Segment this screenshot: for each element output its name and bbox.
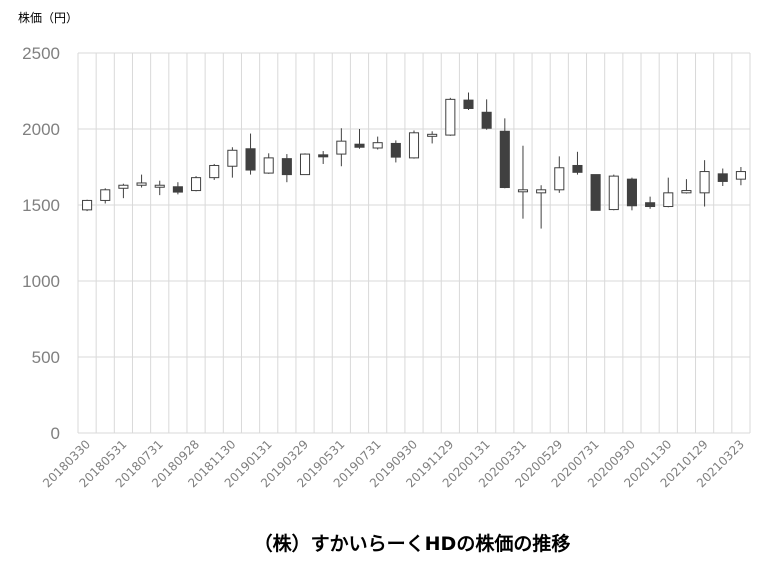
candle [336, 128, 347, 167]
candle-body [645, 202, 656, 208]
candle [645, 196, 656, 209]
y-tick-label: 1500 [22, 196, 60, 215]
candle-body [536, 189, 547, 194]
candle [699, 160, 710, 207]
candle-body [408, 132, 420, 159]
y-tick-label: 2000 [22, 120, 60, 139]
candle [172, 182, 183, 195]
candle-body [172, 186, 183, 193]
candle-body [699, 171, 710, 194]
candle [572, 151, 583, 175]
y-tick-label: 2500 [22, 44, 60, 63]
candle [136, 174, 147, 188]
candle [209, 163, 220, 180]
candle [281, 154, 292, 183]
candle [554, 156, 565, 193]
candles [82, 92, 746, 229]
candle [245, 133, 256, 175]
candle-body [554, 167, 565, 191]
candle [263, 153, 274, 174]
y-tick-label: 1000 [22, 272, 60, 291]
candle [481, 99, 492, 130]
candle-body [481, 111, 492, 129]
candle [463, 92, 474, 110]
y-axis-ticks: 0 500 1000 1500 2000 2500 [22, 44, 60, 443]
candle [354, 129, 365, 149]
candle [663, 177, 674, 208]
candle-body [118, 184, 129, 189]
candle [536, 185, 547, 229]
candle-body [281, 158, 292, 176]
candle [735, 167, 746, 186]
candle [427, 131, 438, 144]
candle [191, 176, 202, 192]
y-tick-label: 500 [32, 348, 60, 367]
candle-body [390, 142, 401, 158]
candle [517, 145, 529, 219]
y-tick-label: 0 [51, 424, 60, 443]
candle [590, 174, 601, 211]
x-axis-ticks: 2018033020180531201807312018092820181130… [40, 437, 747, 490]
candle-body [263, 157, 274, 174]
candle-body [372, 142, 383, 149]
candle [608, 174, 619, 211]
candle-body [136, 182, 147, 186]
candle-body [427, 133, 438, 137]
candle-body [463, 99, 474, 109]
candle [227, 147, 238, 178]
candle-body [82, 199, 93, 211]
candle-body [663, 192, 674, 208]
candle-body [572, 164, 583, 173]
candle [82, 199, 93, 212]
candle-body [336, 140, 347, 155]
candle [100, 188, 111, 204]
candle [717, 168, 728, 186]
candle-body [517, 189, 529, 193]
candle-body [626, 178, 637, 207]
candle-body [154, 184, 165, 188]
candle-body [499, 130, 510, 189]
candle-body [445, 98, 456, 136]
chart-title: （株）すかいらーくHDの株価の推移 [254, 532, 571, 555]
candle-body [354, 143, 365, 148]
candle [408, 130, 420, 159]
candle-body [681, 190, 692, 194]
candle [154, 180, 165, 196]
candle-body [735, 171, 746, 180]
candle-body [590, 174, 601, 211]
candle-body [209, 164, 220, 179]
grid-lines [77, 52, 751, 434]
candle-body [318, 154, 329, 158]
candle [499, 118, 510, 189]
candle-body [608, 175, 619, 211]
candle [299, 153, 311, 176]
y-axis-unit-label: 株価（円） [18, 10, 78, 25]
candle-body [100, 189, 111, 201]
candle-body [245, 148, 256, 171]
candle [626, 177, 637, 211]
candle [318, 151, 329, 164]
candle [390, 140, 401, 163]
candle-body [191, 177, 202, 192]
candle [372, 136, 383, 150]
candle-body [299, 153, 311, 176]
candle [681, 179, 692, 194]
candle [118, 183, 129, 199]
candle [445, 97, 456, 136]
candle-body [717, 173, 728, 182]
candle-body [227, 149, 238, 167]
